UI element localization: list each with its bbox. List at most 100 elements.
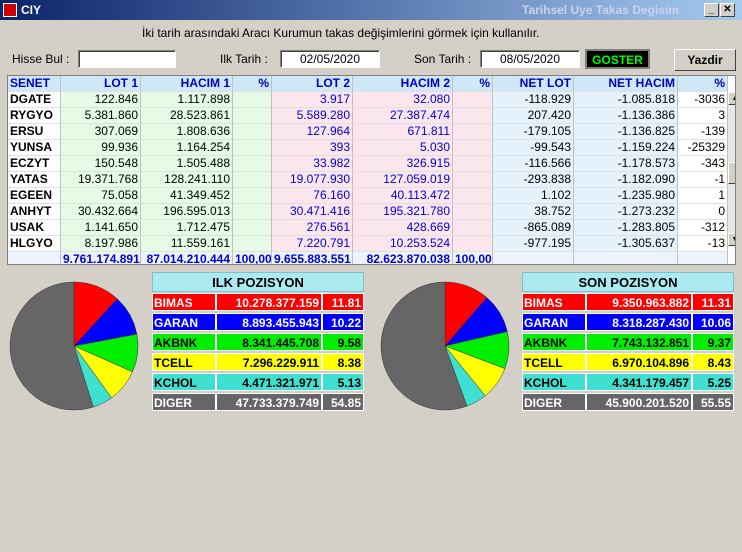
table-row[interactable]: ANHYT 30.432.664 196.595.013 30.471.416 195.… <box>8 204 735 220</box>
position-name: BIMAS <box>522 293 586 311</box>
table-cell <box>453 204 493 220</box>
window-subtitle: Tarihsel Uye Takas Degisim <box>522 3 679 17</box>
position-row: AKBNK 7.743.132.851 9.37 <box>522 333 734 351</box>
position-name: BIMAS <box>152 293 216 311</box>
column-header[interactable]: HACIM 1 <box>141 76 233 92</box>
position-row: TCELL 6.970.104.896 8.43 <box>522 353 734 371</box>
son-pie-chart <box>379 280 511 415</box>
position-value: 4.341.179.457 <box>586 373 692 391</box>
table-row[interactable]: ERSU 307.069 1.808.636 127.964 671.811 -179.1… <box>8 124 735 140</box>
table-cell: 40.113.472 <box>353 188 453 204</box>
ilk-pozisyon-title: ILK POZISYON <box>152 272 364 292</box>
data-grid[interactable]: 9.761.174.891 87.014.210.444 100,00 9.655.8… <box>7 75 736 265</box>
table-cell: -865.089 <box>493 220 574 236</box>
totals-row[interactable]: 9.761.174.891 87.014.210.444 100,00 9.655.8… <box>8 252 735 264</box>
table-row[interactable]: ECZYT 150.548 1.505.488 33.982 326.915 -116.5… <box>8 156 735 172</box>
table-cell: 30.471.416 <box>272 204 353 220</box>
close-button[interactable]: ✕ <box>720 3 735 17</box>
position-pct: 8.43 <box>692 353 734 371</box>
table-cell: -1 <box>678 172 728 188</box>
table-cell: -179.105 <box>493 124 574 140</box>
hisse-search-input[interactable] <box>78 50 176 68</box>
table-cell <box>453 124 493 140</box>
yazdir-button[interactable]: Yazdir <box>674 49 736 71</box>
table-cell: -1.235.980 <box>574 188 678 204</box>
table-cell: -118.929 <box>493 92 574 108</box>
table-cell <box>8 252 61 264</box>
scroll-down-icon[interactable]: ▼ <box>728 233 735 246</box>
position-pct: 10.06 <box>692 313 734 331</box>
table-row[interactable]: RYGYO 5.381.860 28.523.861 5.589.280 27.387.… <box>8 108 735 124</box>
table-cell: 150.548 <box>61 156 141 172</box>
position-pct: 5.13 <box>322 373 364 391</box>
position-row: BIMAS 9.350.963.882 11.31 <box>522 293 734 311</box>
position-value: 4.471.321.971 <box>216 373 322 391</box>
column-header[interactable]: SENET <box>8 76 61 92</box>
column-header[interactable]: LOT 2 <box>272 76 353 92</box>
position-value: 9.350.963.882 <box>586 293 692 311</box>
app-icon <box>3 3 17 17</box>
position-value: 7.296.229.911 <box>216 353 322 371</box>
table-cell <box>453 188 493 204</box>
table-row[interactable]: YATAS 19.371.768 128.241.110 19.077.930 127.… <box>8 172 735 188</box>
table-cell: 3 <box>678 108 728 124</box>
table-cell: -1.159.224 <box>574 140 678 156</box>
table-cell: 100,00 <box>233 252 272 264</box>
table-cell: 122.846 <box>61 92 141 108</box>
table-row[interactable]: DGATE 122.846 1.117.898 3.917 32.080 -118.929… <box>8 92 735 108</box>
column-header[interactable]: % <box>453 76 493 92</box>
table-cell: 87.014.210.444 <box>141 252 233 264</box>
table-cell: 33.982 <box>272 156 353 172</box>
table-cell <box>493 252 574 264</box>
vertical-scrollbar[interactable]: ▲ ▼ <box>728 92 735 246</box>
ilk-tarih-label: Ilk Tarih : <box>220 52 268 66</box>
table-row[interactable]: USAK 1.141.650 1.712.475 276.561 428.669 -865… <box>8 220 735 236</box>
table-row[interactable]: EGEEN 75.058 41.349.452 76.160 40.113.472 1.1… <box>8 188 735 204</box>
position-pct: 5.25 <box>692 373 734 391</box>
table-header[interactable]: SENET LOT 1 HACIM 1% LOT 2 HACIM 2% NET LOT NE… <box>8 76 735 92</box>
scroll-up-icon[interactable]: ▲ <box>728 92 735 105</box>
table-cell: 196.595.013 <box>141 204 233 220</box>
table-cell: 9.655.883.551 <box>272 252 353 264</box>
table-cell: YATAS <box>8 172 61 188</box>
column-header[interactable]: % <box>678 76 728 92</box>
table-cell <box>453 172 493 188</box>
table-cell <box>233 124 272 140</box>
table-cell: -1.178.573 <box>574 156 678 172</box>
table-cell: 128.241.110 <box>141 172 233 188</box>
table-cell <box>233 108 272 124</box>
table-cell: -293.838 <box>493 172 574 188</box>
position-pct: 10.22 <box>322 313 364 331</box>
table-cell: HLGYO <box>8 236 61 252</box>
column-header[interactable]: NET HACIM <box>574 76 678 92</box>
scroll-thumb[interactable] <box>728 162 735 184</box>
column-header[interactable]: % <box>233 76 272 92</box>
table-cell: 9.761.174.891 <box>61 252 141 264</box>
table-cell: RYGYO <box>8 108 61 124</box>
position-value: 8.318.287.430 <box>586 313 692 331</box>
column-header[interactable]: LOT 1 <box>61 76 141 92</box>
table-cell: 671.811 <box>353 124 453 140</box>
minimize-button[interactable]: _ <box>704 3 719 17</box>
column-header[interactable]: HACIM 2 <box>353 76 453 92</box>
position-value: 10.278.377.159 <box>216 293 322 311</box>
table-cell: 5.030 <box>353 140 453 156</box>
position-row: DIGER 47.733.379.749 54.85 <box>152 393 364 411</box>
son-tarih-input[interactable]: 08/05/2020 <box>480 50 580 68</box>
ilk-tarih-input[interactable]: 02/05/2020 <box>280 50 380 68</box>
table-cell <box>453 140 493 156</box>
position-row: GARAN 8.893.455.943 10.22 <box>152 313 364 331</box>
table-cell <box>453 236 493 252</box>
position-pct: 11.31 <box>692 293 734 311</box>
position-pct: 55.55 <box>692 393 734 411</box>
table-row[interactable]: HLGYO 8.197.986 11.559.161 7.220.791 10.253.… <box>8 236 735 252</box>
position-value: 8.341.445.708 <box>216 333 322 351</box>
table-cell: ANHYT <box>8 204 61 220</box>
table-cell: 100,00 <box>453 252 493 264</box>
goster-button[interactable]: GOSTER <box>585 49 650 69</box>
position-value: 47.733.379.749 <box>216 393 322 411</box>
column-header[interactable]: NET LOT <box>493 76 574 92</box>
table-cell: 1.712.475 <box>141 220 233 236</box>
position-value: 6.970.104.896 <box>586 353 692 371</box>
table-row[interactable]: YUNSA 99.936 1.164.254 393 5.030 -99.543 -1.15… <box>8 140 735 156</box>
